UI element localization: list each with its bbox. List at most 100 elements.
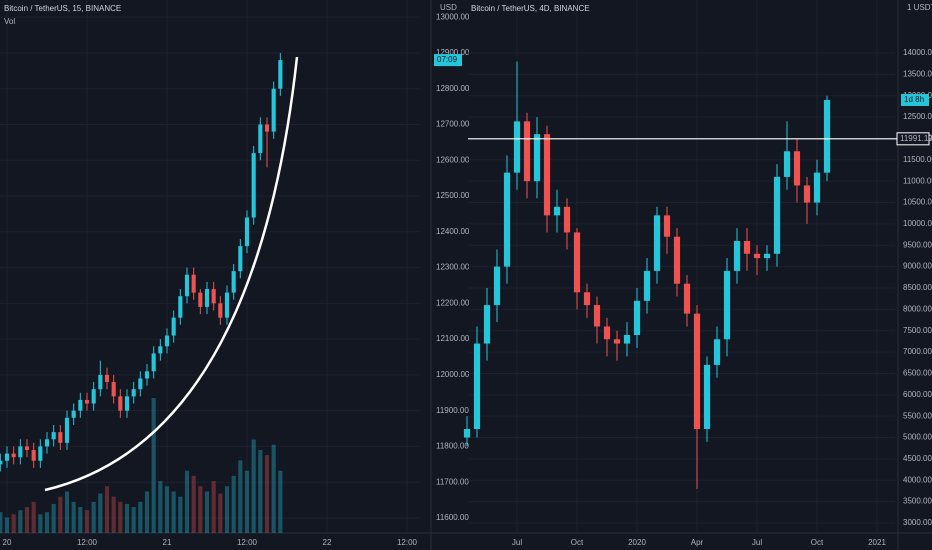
volume-bar	[278, 470, 283, 533]
candle-body	[198, 292, 203, 307]
volume-bar	[44, 512, 50, 533]
y-tick-label: 10000.00	[903, 219, 932, 228]
y-tick-label: 12300.00	[436, 263, 470, 272]
x-tick-label: 20	[3, 538, 12, 547]
candle-body	[773, 176, 781, 254]
candle-body	[11, 453, 16, 458]
volume-bar	[251, 439, 256, 533]
candle-body	[111, 382, 116, 397]
volume-bar	[271, 444, 276, 533]
candle-body	[211, 289, 216, 304]
chart-title: Bitcoin / TetherUS, 15, BINANCE	[4, 4, 121, 13]
volume-bar	[98, 493, 103, 533]
candle-body	[204, 289, 210, 307]
candle-body	[58, 432, 63, 443]
candle-body	[483, 305, 491, 344]
hline-label: 11991.19	[900, 134, 932, 143]
candle-body	[18, 446, 23, 458]
x-tick-label: Jul	[512, 538, 522, 547]
candle-body	[84, 399, 90, 404]
volume-bar	[118, 501, 123, 533]
volume-bar	[164, 486, 170, 533]
volume-bar	[131, 507, 136, 533]
volume-bar	[78, 507, 83, 533]
candle-body	[643, 270, 651, 301]
y-axis-label: USD	[440, 3, 457, 12]
candle-body	[278, 60, 283, 89]
candle-body	[78, 399, 83, 411]
volume-bar	[138, 501, 143, 533]
volume-bar	[71, 501, 76, 533]
y-tick-label: 12400.00	[436, 227, 470, 236]
y-tick-label: 7500.00	[903, 326, 932, 335]
x-tick-label: 2021	[868, 538, 886, 547]
candle-body	[733, 240, 741, 271]
price-tag-label: 07:09	[437, 55, 458, 64]
y-tick-label: 13500.00	[903, 69, 932, 78]
candle-body	[38, 446, 43, 461]
y-tick-label: 14000.00	[903, 48, 932, 57]
volume-bar	[11, 514, 16, 533]
candle-body	[178, 296, 183, 318]
candle-body	[151, 353, 156, 372]
candle-body	[623, 334, 631, 344]
candle-body	[31, 450, 36, 461]
y-tick-label: 12000.00	[436, 370, 470, 379]
chart-subtitle: Vol	[4, 17, 15, 26]
candle-body	[224, 292, 230, 318]
volume-bar	[198, 486, 203, 533]
candle-body	[264, 124, 270, 132]
candle-body	[144, 371, 150, 379]
price-tag	[901, 93, 929, 106]
x-tick-label: 12:00	[237, 538, 258, 547]
candle-body	[703, 364, 711, 429]
y-tick-label: 12500.00	[436, 191, 470, 200]
y-tick-label: 12600.00	[436, 155, 470, 164]
candle-body	[553, 206, 561, 216]
x-tick-label: 21	[163, 538, 172, 547]
candle-body	[583, 292, 591, 306]
candle-body	[543, 134, 551, 216]
volume-bar	[184, 470, 190, 533]
volume-bar	[171, 491, 176, 533]
candle-body	[613, 339, 621, 344]
volume-bar	[111, 496, 116, 533]
volume-bar	[264, 455, 270, 533]
candle-body	[793, 151, 801, 186]
y-tick-label: 4500.00	[903, 454, 932, 463]
candle-body	[693, 313, 701, 429]
volume-bar	[191, 475, 196, 533]
candle-body	[184, 274, 190, 297]
x-tick-label: 12:00	[397, 538, 418, 547]
y-tick-label: 12800.00	[436, 84, 470, 93]
volume-bar	[124, 503, 130, 533]
candle-body	[503, 172, 511, 267]
y-tick-label: 12200.00	[436, 298, 470, 307]
candle-body	[71, 410, 76, 418]
candle-body	[231, 271, 236, 293]
y-tick-label: 3000.00	[903, 518, 932, 527]
price-tag	[434, 54, 462, 67]
y-tick-label: 12700.00	[436, 120, 470, 129]
candle-body	[463, 428, 471, 438]
y-axis-label: 1 USDT D	[907, 3, 932, 12]
plot: 11600.00 11700.00 11800.00 11900.00 12000.00…	[0, 0, 470, 547]
candle-body	[713, 339, 721, 365]
volume-bar	[204, 491, 210, 533]
candle-body	[653, 215, 661, 271]
volume-bar	[178, 496, 183, 533]
candle-body	[763, 253, 771, 259]
volume-bar	[158, 481, 163, 533]
drawn-curve	[44, 56, 299, 492]
x-tick-label: Oct	[571, 538, 584, 547]
volume-bar	[258, 449, 263, 533]
candle-body	[533, 134, 541, 182]
y-tick-label: 3500.00	[903, 497, 932, 506]
candle-body	[813, 172, 821, 203]
y-tick-label: 10500.00	[903, 198, 932, 207]
volume-bar	[58, 496, 63, 533]
x-tick-label: Jul	[752, 538, 762, 547]
y-tick-label: 7000.00	[903, 347, 932, 356]
candle-body	[683, 283, 691, 314]
volume-bar	[151, 398, 156, 533]
